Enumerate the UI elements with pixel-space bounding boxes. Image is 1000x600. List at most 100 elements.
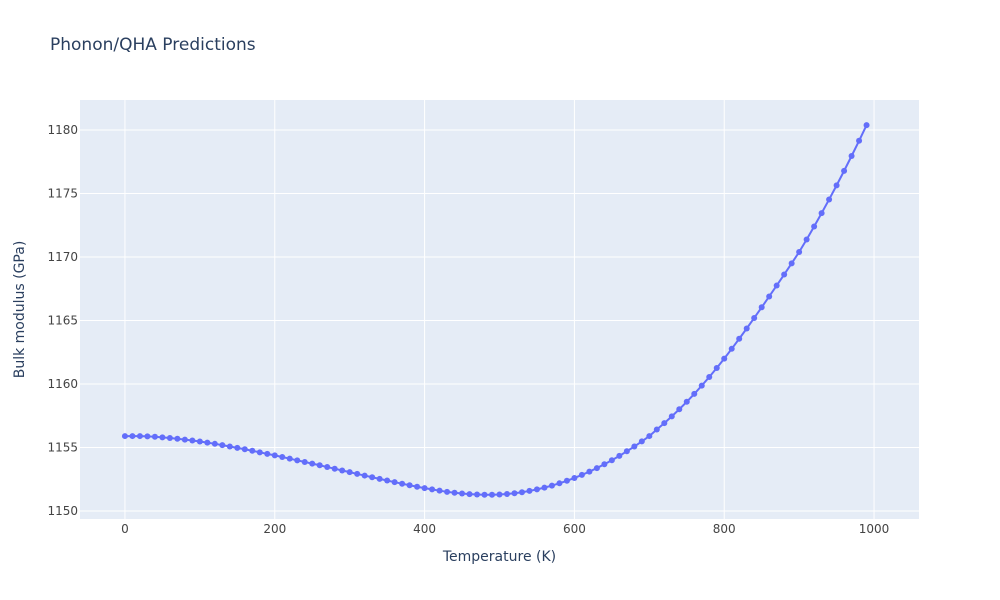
data-point	[436, 487, 443, 494]
data-point	[781, 271, 788, 278]
data-point	[586, 468, 593, 475]
data-point	[571, 474, 578, 481]
data-point	[346, 469, 353, 476]
data-point	[459, 490, 466, 497]
data-point	[788, 260, 795, 267]
data-point	[474, 491, 481, 498]
data-point	[653, 426, 660, 433]
data-point	[136, 433, 143, 440]
data-point	[241, 446, 248, 453]
data-point	[713, 364, 720, 371]
y-tick-label: 1155	[47, 440, 78, 454]
data-point	[638, 438, 645, 445]
data-point	[166, 434, 173, 441]
x-axis-title: Temperature (K)	[442, 549, 556, 565]
data-point	[833, 182, 840, 189]
data-point	[608, 457, 615, 464]
data-point	[541, 484, 548, 491]
data-point	[698, 382, 705, 389]
y-tick-label: 1180	[47, 123, 78, 137]
data-point	[129, 433, 136, 440]
data-point	[683, 398, 690, 405]
data-point	[811, 223, 818, 230]
data-point	[773, 282, 780, 289]
data-point	[144, 433, 151, 440]
data-point	[646, 433, 653, 440]
series-line	[124, 124, 868, 496]
data-point	[706, 374, 713, 381]
data-point	[286, 455, 293, 462]
data-point	[271, 452, 278, 459]
data-point	[623, 448, 630, 455]
data-point	[406, 482, 413, 489]
data-point	[189, 437, 196, 444]
data-point	[533, 486, 540, 493]
data-point	[421, 485, 428, 492]
y-tick-label: 1165	[47, 313, 78, 327]
data-point	[691, 390, 698, 397]
marks	[121, 122, 870, 498]
data-point	[219, 442, 226, 449]
data-point	[489, 491, 496, 498]
data-point	[721, 355, 728, 362]
data-point	[601, 461, 608, 468]
data-point	[294, 457, 301, 464]
data-point	[803, 236, 810, 243]
data-point	[526, 487, 533, 494]
data-point	[361, 472, 368, 479]
x-tick-label: 600	[563, 522, 586, 536]
data-point	[863, 122, 870, 129]
data-point	[631, 443, 638, 450]
data-point	[758, 304, 765, 311]
data-point	[818, 210, 825, 217]
data-point	[354, 470, 361, 477]
x-tick-label: 200	[263, 522, 286, 536]
data-point	[391, 479, 398, 486]
data-point	[429, 486, 436, 493]
data-point	[339, 467, 346, 474]
data-point	[451, 489, 458, 496]
data-point	[848, 153, 855, 160]
y-axis-title: Bulk modulus (GPa)	[12, 241, 28, 379]
data-point	[841, 167, 848, 174]
x-tick-label: 800	[713, 522, 736, 536]
data-point	[548, 482, 555, 489]
data-point	[151, 433, 158, 440]
data-point	[593, 465, 600, 472]
data-point	[121, 433, 128, 440]
data-point	[496, 491, 503, 498]
data-point	[226, 443, 233, 450]
data-point	[316, 462, 323, 469]
y-tick-label: 1170	[47, 250, 78, 264]
data-point	[751, 314, 758, 321]
data-point	[256, 449, 263, 456]
data-point	[518, 489, 525, 496]
data-point	[331, 465, 338, 472]
data-point	[174, 435, 181, 442]
x-tick-label: 0	[121, 522, 129, 536]
data-point	[743, 325, 750, 332]
data-point	[376, 475, 383, 482]
data-point	[234, 444, 241, 451]
grid	[80, 100, 919, 519]
data-point	[369, 474, 376, 481]
x-tick-label: 400	[413, 522, 436, 536]
data-point	[309, 460, 316, 467]
data-point	[324, 464, 331, 471]
data-point	[264, 450, 271, 457]
data-point	[676, 406, 683, 413]
data-point	[563, 477, 570, 484]
y-tick-label: 1175	[47, 186, 78, 200]
data-point	[466, 491, 473, 498]
data-point	[399, 480, 406, 487]
data-point	[668, 413, 675, 420]
data-point	[616, 452, 623, 459]
data-point	[826, 196, 833, 203]
data-point	[736, 335, 743, 342]
data-point	[578, 471, 585, 478]
data-point	[556, 480, 563, 487]
data-point	[481, 491, 488, 498]
data-point	[204, 439, 211, 446]
data-point	[301, 458, 308, 465]
data-point	[796, 249, 803, 256]
